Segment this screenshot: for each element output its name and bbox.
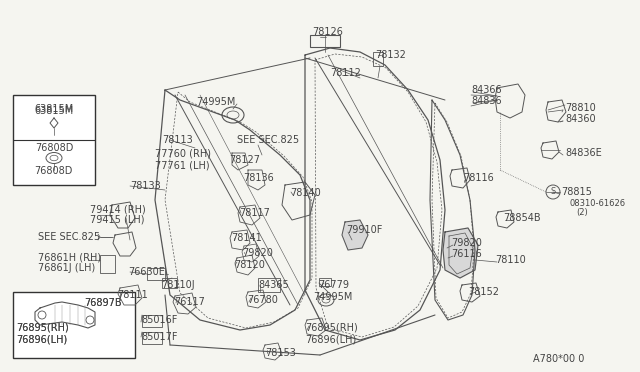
- Text: (2): (2): [576, 208, 588, 218]
- Text: 76779: 76779: [318, 280, 349, 290]
- Text: 77760 (RH): 77760 (RH): [155, 149, 211, 159]
- Text: 78133: 78133: [130, 181, 161, 191]
- Text: 78810: 78810: [565, 103, 596, 113]
- Text: 78110J: 78110J: [161, 280, 195, 290]
- Bar: [13, 95, 95, 185]
- Text: 78152: 78152: [468, 287, 499, 297]
- Text: 76808D: 76808D: [35, 143, 73, 153]
- Text: 78854B: 78854B: [503, 213, 541, 223]
- Text: 78113: 78113: [162, 135, 193, 145]
- Text: 78110: 78110: [495, 255, 525, 265]
- Text: 79820: 79820: [451, 238, 482, 248]
- Bar: [147, 268, 165, 280]
- Bar: [13, 292, 135, 358]
- Text: 74995M: 74995M: [313, 292, 353, 302]
- Text: 76780: 76780: [247, 295, 278, 305]
- Text: 79414 (RH): 79414 (RH): [90, 205, 146, 215]
- Bar: [310, 35, 340, 47]
- Text: 74995M: 74995M: [196, 97, 236, 107]
- Polygon shape: [342, 220, 368, 250]
- Text: 84836E: 84836E: [565, 148, 602, 158]
- Text: 84360: 84360: [565, 114, 596, 124]
- Text: 78120: 78120: [234, 260, 265, 270]
- Text: 76896(LH): 76896(LH): [16, 334, 67, 344]
- Text: 76861J (LH): 76861J (LH): [38, 263, 95, 273]
- Text: 84836: 84836: [471, 96, 502, 106]
- Text: 76630E: 76630E: [128, 267, 165, 277]
- Text: 84365: 84365: [258, 280, 289, 290]
- Text: 79415 (LH): 79415 (LH): [90, 215, 145, 225]
- Text: 79820: 79820: [242, 248, 273, 258]
- Text: 85016F: 85016F: [141, 315, 177, 325]
- Bar: [319, 278, 331, 286]
- Text: 76896(LH): 76896(LH): [305, 334, 356, 344]
- Text: S: S: [550, 187, 556, 196]
- Text: 78153: 78153: [265, 348, 296, 358]
- Text: 85017F: 85017F: [141, 332, 177, 342]
- Text: 76117: 76117: [174, 297, 205, 307]
- Text: SEE SEC.825: SEE SEC.825: [38, 232, 100, 242]
- Bar: [162, 278, 177, 288]
- Text: 78815: 78815: [561, 187, 592, 197]
- Text: 78140: 78140: [290, 188, 321, 198]
- Text: 84366: 84366: [471, 85, 502, 95]
- Text: 08310-61626: 08310-61626: [570, 199, 626, 208]
- Text: 78127: 78127: [229, 155, 260, 165]
- Text: 78112: 78112: [330, 68, 361, 78]
- Text: A780*00 0: A780*00 0: [533, 354, 584, 364]
- Text: 76116: 76116: [451, 249, 482, 259]
- Bar: [373, 52, 383, 66]
- Text: 78132: 78132: [375, 50, 406, 60]
- Text: 76895(RH): 76895(RH): [16, 323, 68, 333]
- Bar: [142, 332, 162, 344]
- Text: 78111: 78111: [117, 290, 148, 300]
- Text: 76897B: 76897B: [84, 298, 122, 308]
- Text: 76861H (RH): 76861H (RH): [38, 253, 101, 263]
- Text: 63815M: 63815M: [34, 106, 73, 116]
- Text: 63815M: 63815M: [35, 104, 74, 114]
- Text: 78136: 78136: [243, 173, 274, 183]
- Text: 76895(RH): 76895(RH): [305, 323, 358, 333]
- Text: 76895(RH): 76895(RH): [16, 323, 68, 333]
- Text: 77761 (LH): 77761 (LH): [155, 160, 210, 170]
- Text: 76897B: 76897B: [84, 298, 122, 308]
- Text: 76896(LH): 76896(LH): [16, 334, 67, 344]
- Bar: [100, 255, 115, 273]
- Bar: [142, 315, 162, 327]
- Text: 78117: 78117: [239, 208, 270, 218]
- Bar: [258, 278, 280, 292]
- Text: 78126: 78126: [312, 27, 343, 37]
- Text: 78116: 78116: [463, 173, 493, 183]
- Polygon shape: [443, 228, 478, 278]
- Text: 78141: 78141: [231, 233, 262, 243]
- Text: 76808D: 76808D: [34, 166, 72, 176]
- Text: SEE SEC.825: SEE SEC.825: [237, 135, 299, 145]
- Text: 79910F: 79910F: [346, 225, 382, 235]
